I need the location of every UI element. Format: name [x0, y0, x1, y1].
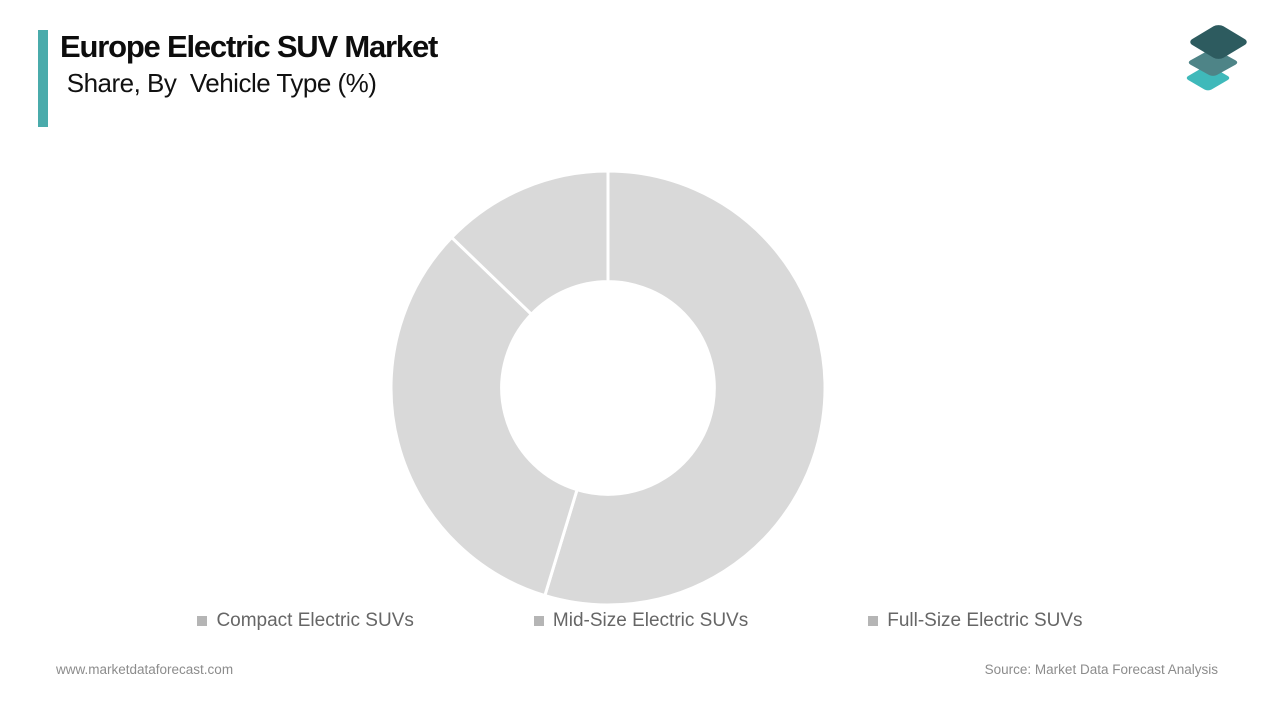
legend-label: Mid-Size Electric SUVs: [552, 610, 749, 631]
page-subtitle: Share, By Vehicle Type (%): [60, 67, 377, 98]
legend-label: Full-Size Electric SUVs: [887, 610, 1083, 631]
source-note: Source: Market Data Forecast Analysis: [984, 662, 1218, 677]
legend-item-full-size: Full-Size Electric SUVs: [868, 610, 1083, 632]
logo-top-layer-icon: [1190, 25, 1247, 59]
donut-slice-Compact Electric SUVs: [542, 169, 827, 607]
website-url: www.marketdataforecast.com: [56, 662, 234, 677]
legend-marker-icon: [533, 616, 544, 626]
legend-marker-icon: [868, 616, 879, 626]
page-title: Europe Electric SUV Market: [60, 29, 438, 64]
chart-legend: Compact Electric SUVs Mid-Size Electric …: [0, 610, 1280, 632]
legend-label: Compact Electric SUVs: [216, 610, 414, 631]
layers-logo-icon: [1186, 25, 1247, 91]
donut-chart: [389, 169, 827, 607]
header: Europe Electric SUV Market Share, By Veh…: [60, 28, 438, 101]
legend-marker-icon: [197, 616, 208, 626]
donut-slice-Mid-Size Electric SUVs: [389, 235, 579, 598]
legend-item-mid-size: Mid-Size Electric SUVs: [533, 610, 749, 632]
title-accent-bar: [38, 30, 48, 127]
legend-item-compact: Compact Electric SUVs: [197, 610, 414, 632]
donut-slice-Full-Size Electric SUVs: [449, 169, 610, 317]
